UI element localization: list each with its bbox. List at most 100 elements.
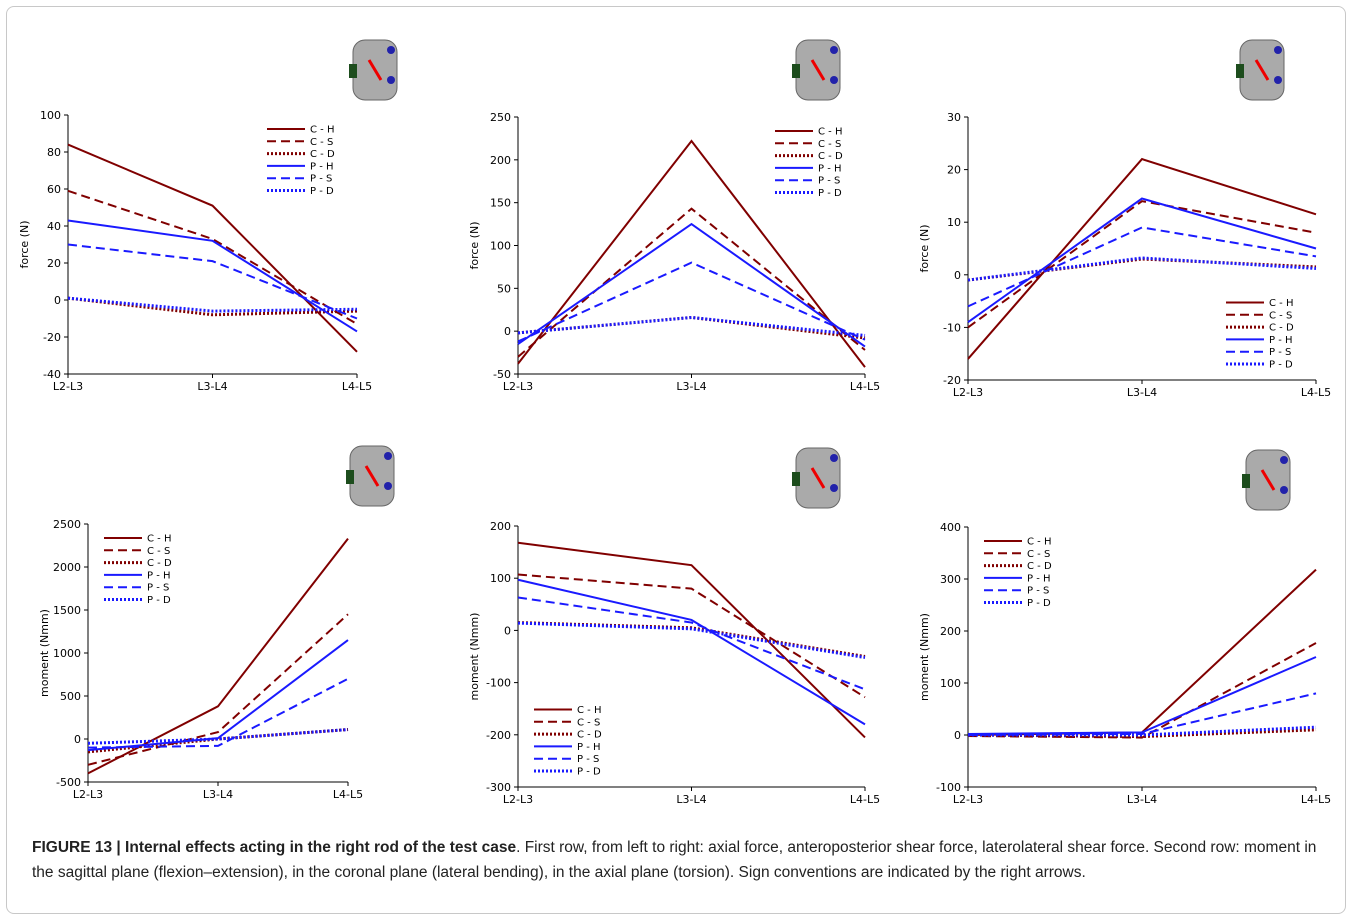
series-line [67,243,358,320]
icon-arrow [364,465,380,487]
legend-label: C - D [1027,561,1052,572]
series-line [517,261,866,343]
series-line [968,725,1317,737]
x-tick-label: L2-L3 [503,793,533,806]
y-tick-label: 20 [947,164,961,177]
icon-green [792,64,800,78]
series-line [967,157,1317,360]
legend-label: C - D [147,558,172,569]
series-line [67,219,358,333]
series-line [517,573,866,699]
y-tick-label: 100 [940,677,961,690]
series-line [67,143,358,353]
y-tick-label: 30 [947,111,961,124]
y-tick-label: -20 [943,374,961,387]
legend-label: C - H [310,125,334,136]
icon-arrow [1260,469,1276,491]
series-line [967,692,1317,736]
legend-label: C - S [577,717,600,728]
x-tick-label: L4-L5 [1301,386,1331,399]
y-tick-label: -300 [486,781,511,794]
y-tick-label: -100 [486,677,511,690]
legend-label: C - H [818,127,842,138]
y-tick-label: 0 [504,624,511,637]
x-tick-label: L2-L3 [73,788,103,801]
y-tick-label: -500 [56,776,81,789]
legend-label: P - S [577,754,599,765]
legend-label: P - D [818,188,842,199]
y-tick-label: 0 [504,325,511,338]
legend-label: C - S [310,137,333,148]
legend-label: P - D [310,186,334,197]
legend-label: P - D [577,767,601,778]
caption-label: FIGURE 13 | Internal effects acting in t… [32,839,517,856]
y-tick-label: 0 [954,269,961,282]
y-tick-label: 40 [47,220,61,233]
series-line [967,256,1317,282]
series-line [517,541,866,739]
legend-label: P - S [310,174,332,185]
icon-arrow [1254,59,1270,81]
legend-label: P - H [1027,573,1051,584]
y-tick-label: 100 [40,109,61,122]
vertebra-icon [1236,39,1285,101]
x-tick-label: L4-L5 [342,380,372,393]
y-tick-label: 0 [954,729,961,742]
y-tick-label: 20 [47,257,61,270]
x-tick-label: L2-L3 [953,793,983,806]
x-tick-label: L4-L5 [1301,793,1331,806]
legend-label: P - H [147,570,171,581]
icon-blue [830,76,838,84]
x-tick-label: L4-L5 [333,788,363,801]
legend-label: C - D [310,149,335,160]
legend-label: P - S [147,583,169,594]
vertebra-icon [792,447,841,509]
series-line [967,197,1317,323]
vertebra-icon [792,39,841,101]
icon-green [346,470,354,484]
series-line [517,621,866,660]
y-tick-label: -40 [43,368,61,381]
y-axis-label: force (N) [468,221,481,269]
legend-label: P - S [1269,347,1291,358]
icon-blue [1274,46,1282,54]
legend-label: P - D [147,595,171,606]
icon-blue [387,76,395,84]
y-tick-label: 500 [60,690,81,703]
y-tick-label: 1500 [53,604,81,617]
icon-blue [830,46,838,54]
vertebra-icon [349,39,398,101]
series-line [87,677,349,749]
y-tick-label: -20 [43,331,61,344]
x-tick-label: L4-L5 [850,793,880,806]
series-line [67,296,358,313]
series-line [967,226,1317,308]
y-tick-label: 200 [490,520,511,533]
legend-label: C - S [1269,310,1292,321]
icon-blue [1274,76,1282,84]
x-tick-label: L3-L4 [203,788,233,801]
icon-blue [387,46,395,54]
icon-blue [384,482,392,490]
icon-green [349,64,357,78]
y-tick-label: -100 [936,781,961,794]
x-tick-label: L3-L4 [1127,793,1157,806]
y-tick-label: 150 [490,197,511,210]
y-tick-label: 1000 [53,647,81,660]
legend-label: C - H [1027,537,1051,548]
icon-blue [830,484,838,492]
y-tick-label: 200 [940,625,961,638]
x-tick-label: L2-L3 [503,380,533,393]
legend-label: C - D [818,151,843,162]
y-tick-label: 200 [490,154,511,167]
series-line [67,189,358,325]
legend-label: C - H [1269,298,1293,309]
legend-label: C - D [1269,323,1294,334]
series-line [87,728,349,745]
legend-label: C - S [818,139,841,150]
y-tick-label: 2000 [53,561,81,574]
series-line [967,656,1317,735]
y-tick-label: 100 [490,240,511,253]
vertebra-icon [346,445,395,507]
